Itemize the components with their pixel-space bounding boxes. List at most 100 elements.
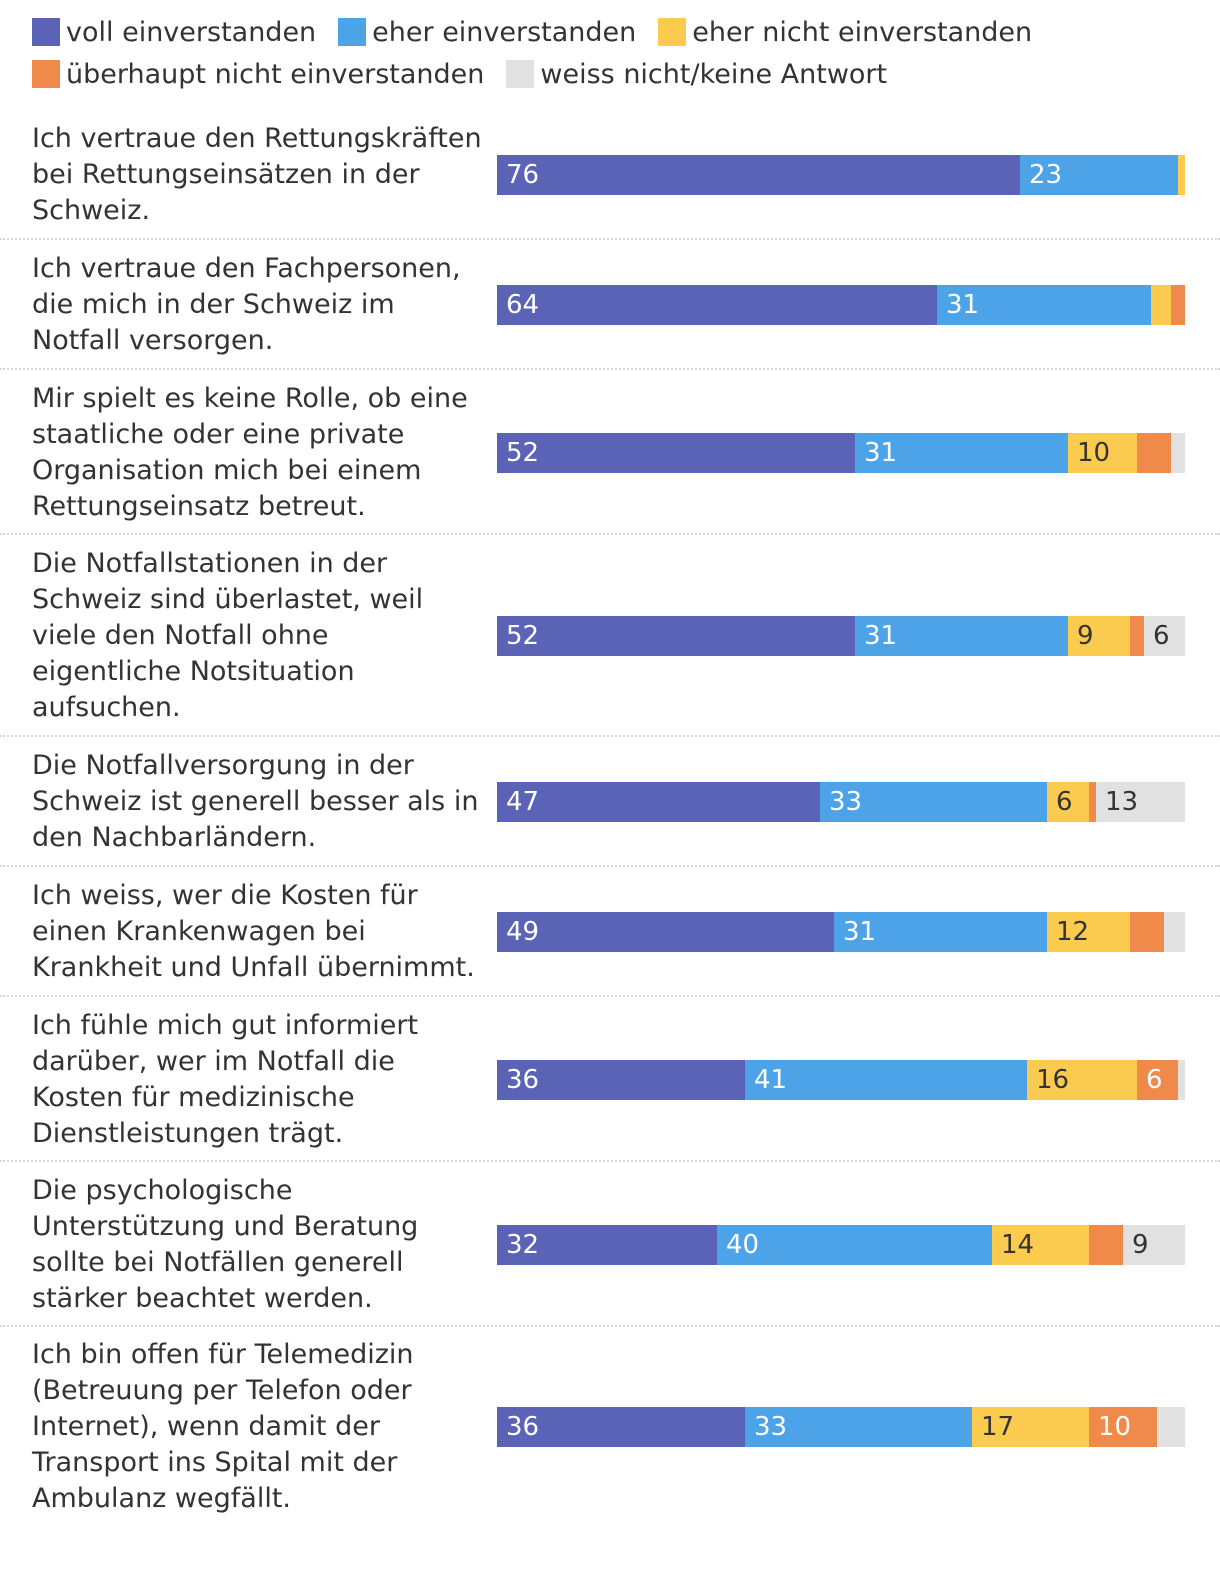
- bar-segment: 16: [1027, 1060, 1137, 1100]
- legend-label-ueberhaupt-nicht-einverstanden: überhaupt nicht einverstanden: [66, 58, 485, 90]
- bar-segment: [1171, 285, 1185, 325]
- data-label: 14: [1001, 1230, 1035, 1260]
- data-label: 31: [864, 438, 898, 468]
- stacked-bar: 52 31 10: [497, 433, 1185, 473]
- bar-segment: 13: [1096, 782, 1185, 822]
- bar-segment: 14: [992, 1225, 1089, 1265]
- bar-segment: 23: [1020, 155, 1178, 195]
- chart-row: Die psychologische Unterstützung und Ber…: [0, 1162, 1220, 1327]
- bar-segment: 49: [497, 912, 834, 952]
- bar-segment: [1089, 1225, 1123, 1265]
- data-label: 64: [506, 290, 540, 320]
- data-label: 40: [726, 1230, 760, 1260]
- row-label: Ich vertraue den Fachpersonen, die mich …: [32, 253, 461, 356]
- bar-segment: 36: [497, 1060, 745, 1100]
- bar-segment: 47: [497, 782, 820, 822]
- legend-swatch-weiss-nicht: [506, 60, 535, 88]
- bar-segment: 33: [745, 1407, 972, 1447]
- row-label: Die Notfallversorgung in der Schweiz ist…: [32, 750, 479, 853]
- row-label: Ich bin offen für Telemedizin (Betreuung…: [32, 1339, 414, 1514]
- data-label: 36: [506, 1065, 540, 1095]
- data-label: 36: [506, 1412, 540, 1442]
- data-label: 16: [1036, 1065, 1070, 1095]
- stacked-bar: 47 33 6 13: [497, 782, 1185, 822]
- data-label: 76: [506, 160, 540, 190]
- legend-swatch-eher-nicht-einverstanden: [658, 18, 687, 46]
- bar-segment: 6: [1137, 1060, 1178, 1100]
- bar-segment: 76: [497, 155, 1020, 195]
- bar-segment: 40: [717, 1225, 992, 1265]
- data-label: 6: [1153, 621, 1170, 651]
- stacked-bar: 36 41 16 6: [497, 1060, 1185, 1100]
- data-label: 12: [1056, 917, 1090, 947]
- bar-segment: [1171, 433, 1185, 473]
- legend-item-eher-einverstanden: eher einverstanden: [338, 17, 636, 48]
- data-label: 23: [1029, 160, 1063, 190]
- stacked-bar: 49 31 12: [497, 912, 1185, 952]
- data-label: 9: [1077, 621, 1094, 651]
- bar-segment: 52: [497, 616, 855, 656]
- bar-segment: [1089, 782, 1096, 822]
- stacked-bar: 52 31 9 6: [497, 616, 1185, 656]
- legend-item-eher-nicht-einverstanden: eher nicht einverstanden: [658, 17, 1032, 48]
- bar-segment: [1178, 1060, 1185, 1100]
- bar-segment: 10: [1089, 1407, 1157, 1447]
- bar-segment: 41: [745, 1060, 1027, 1100]
- legend-swatch-voll-einverstanden: [32, 18, 60, 46]
- bar-segment: 33: [820, 782, 1047, 822]
- data-label: 49: [506, 917, 540, 947]
- bar-segment: [1151, 285, 1171, 325]
- bar-segment: 31: [855, 616, 1068, 656]
- data-label: 6: [1056, 787, 1073, 817]
- bar-segment: 12: [1047, 912, 1130, 952]
- legend-label-eher-einverstanden: eher einverstanden: [372, 16, 637, 48]
- bar-segment: [1178, 155, 1185, 195]
- chart-row: Ich fühle mich gut informiert darüber, w…: [0, 997, 1220, 1162]
- chart-legend: voll einverstanden eher einverstanden eh…: [32, 12, 1192, 96]
- bar-segment: 6: [1144, 616, 1185, 656]
- legend-swatch-eher-einverstanden: [338, 18, 367, 46]
- data-label: 33: [754, 1412, 788, 1442]
- bar-segment: 9: [1123, 1225, 1185, 1265]
- row-label: Ich fühle mich gut informiert darüber, w…: [32, 1010, 419, 1149]
- chart-row: Ich vertraue den Rettungskräften bei Ret…: [0, 110, 1220, 240]
- data-label: 41: [754, 1065, 788, 1095]
- data-label: 17: [981, 1412, 1015, 1442]
- bar-segment: 9: [1068, 616, 1130, 656]
- stacked-bar: 36 33 17 10: [497, 1407, 1185, 1447]
- chart-row: Ich weiss, wer die Kosten für einen Kran…: [0, 867, 1220, 997]
- bar-segment: 52: [497, 433, 855, 473]
- legend-item-voll-einverstanden: voll einverstanden: [32, 17, 316, 48]
- legend-item-weiss-nicht: weiss nicht/keine Antwort: [506, 59, 887, 90]
- data-label: 33: [829, 787, 863, 817]
- data-label: 52: [506, 438, 540, 468]
- bar-segment: [1157, 1407, 1185, 1447]
- stacked-bar: 64 31: [497, 285, 1185, 325]
- stacked-bar: 32 40 14 9: [497, 1225, 1185, 1265]
- bar-segment: 31: [937, 285, 1151, 325]
- data-label: 10: [1098, 1412, 1132, 1442]
- legend-item-ueberhaupt-nicht-einverstanden: überhaupt nicht einverstanden: [32, 59, 484, 90]
- data-label: 52: [506, 621, 540, 651]
- stacked-bar: 76 23: [497, 155, 1185, 195]
- bar-segment: [1164, 912, 1185, 952]
- legend-label-weiss-nicht: weiss nicht/keine Antwort: [540, 58, 888, 90]
- legend-label-voll-einverstanden: voll einverstanden: [66, 16, 317, 48]
- bar-segment: 31: [834, 912, 1047, 952]
- row-label: Mir spielt es keine Rolle, ob eine staat…: [32, 383, 468, 522]
- legend-row-1: voll einverstanden eher einverstanden eh…: [32, 12, 1192, 52]
- data-label: 13: [1105, 787, 1139, 817]
- bar-segment: 31: [855, 433, 1068, 473]
- row-label: Die psychologische Unterstützung und Ber…: [32, 1175, 419, 1314]
- data-label: 31: [946, 290, 980, 320]
- bar-segment: [1137, 433, 1171, 473]
- data-label: 31: [864, 621, 898, 651]
- bar-segment: [1130, 912, 1164, 952]
- bar-segment: [1130, 616, 1144, 656]
- chart-row: Die Notfallversorgung in der Schweiz ist…: [0, 737, 1220, 867]
- row-label: Ich vertraue den Rettungskräften bei Ret…: [32, 123, 482, 226]
- data-label: 6: [1146, 1065, 1163, 1095]
- data-label: 47: [506, 787, 540, 817]
- legend-label-eher-nicht-einverstanden: eher nicht einverstanden: [692, 16, 1033, 48]
- bar-segment: 64: [497, 285, 937, 325]
